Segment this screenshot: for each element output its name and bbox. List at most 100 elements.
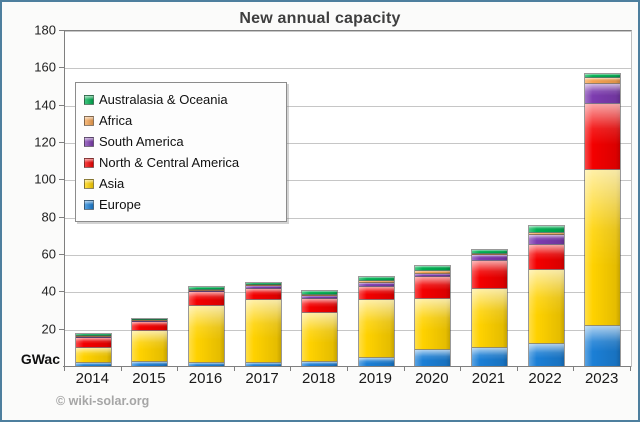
chart-title: New annual capacity (239, 10, 401, 27)
bar-2019-segment-north-central-america (358, 286, 394, 301)
x-tick-mark (64, 367, 65, 371)
y-axis-unit-label: GWac (20, 351, 60, 367)
bar-2017-segment-australasia-oceania (245, 282, 281, 285)
x-tick-mark (233, 367, 235, 371)
x-tick-mark (290, 367, 292, 371)
bar-2017-segment-europe (245, 362, 281, 367)
bar-2019 (357, 275, 395, 367)
bar-2016-segment-north-central-america (188, 291, 224, 306)
gridline-20 (65, 329, 631, 331)
gridline-140 (65, 105, 631, 107)
bar-2018-segment-australasia-oceania (302, 290, 338, 296)
bar-2021-segment-africa (471, 254, 507, 256)
y-tick-label-40: 40 (41, 283, 56, 299)
bar-2019-segment-australasia-oceania (358, 276, 394, 281)
legend-item-north-central-america: North & Central America (84, 152, 278, 173)
plot-area (64, 30, 632, 367)
bar-2016-segment-south-america (188, 290, 224, 292)
bar-2022-segment-africa (528, 233, 564, 236)
bar-slot-2019 (348, 31, 405, 367)
bar-2018-segment-asia (302, 312, 338, 362)
bar-2019-segment-asia (358, 300, 394, 359)
bar-slot-2021 (461, 31, 518, 367)
x-tick-label-2017: 2017 (245, 370, 279, 387)
legend-swatch-icon (84, 115, 94, 126)
gridline-180 (65, 31, 631, 32)
y-tick-mark (59, 179, 64, 181)
bar-2023-segment-south-america (585, 84, 621, 105)
bar-2017-segment-asia (245, 300, 281, 363)
legend-label: South America (99, 134, 184, 149)
bar-slot-2018 (291, 31, 348, 367)
y-tick-label-100: 100 (34, 171, 56, 187)
y-tick-mark (59, 328, 64, 330)
y-tick-mark (59, 291, 64, 293)
legend-swatch-icon (84, 94, 94, 105)
legend-box: Australasia & Oceania Africa South America… (75, 82, 287, 222)
bar-2018 (301, 289, 339, 367)
x-tick-label-2023: 2023 (584, 370, 619, 387)
bar-2018-segment-south-america (302, 296, 338, 299)
x-tick-mark (120, 367, 122, 371)
bar-slot-2022 (518, 31, 575, 367)
bar-2015-segment-north-central-america (132, 321, 168, 331)
x-tick-label-2014: 2014 (75, 370, 109, 387)
bar-2014-segment-africa (75, 335, 111, 337)
bar-2023-segment-europe (585, 326, 621, 367)
x-tick-mark (630, 367, 631, 371)
bar-2017-segment-africa (245, 284, 281, 286)
bar-2018-segment-africa (302, 295, 338, 297)
legend-swatch-icon (84, 178, 94, 189)
bar-slot-2014 (65, 31, 122, 367)
x-tick-label-2019: 2019 (358, 370, 392, 387)
bar-2014-segment-asia (75, 347, 111, 363)
x-axis-labels: 2014 2015 2016 2017 2018 2019 2020 2021 2022 2023 (64, 370, 630, 387)
bar-2018-segment-north-central-america (302, 298, 338, 313)
bar-2021-segment-europe (471, 347, 507, 367)
bar-2019-segment-africa (358, 280, 394, 283)
bar-2019-segment-south-america (358, 282, 394, 287)
bar-2021-segment-australasia-oceania (471, 249, 507, 255)
bar-slot-2016 (178, 31, 235, 367)
bar-2020-segment-africa (415, 271, 451, 274)
bar-2019-segment-europe (358, 358, 394, 367)
x-tick-mark (403, 367, 405, 371)
bar-2015-segment-europe (132, 361, 168, 367)
legend-swatch-icon (84, 136, 94, 147)
legend-swatch-icon (84, 199, 94, 210)
copyright-label: © wiki-solar.org (56, 394, 150, 408)
bar-2021-segment-north-central-america (471, 261, 507, 289)
bars-row (65, 31, 631, 367)
bar-2014-segment-australasia-oceania (75, 334, 111, 336)
bar-2015 (131, 317, 169, 367)
x-tick-label-2022: 2022 (528, 370, 562, 387)
legend-item-africa: Africa (84, 110, 278, 131)
bar-2020 (414, 265, 452, 367)
bar-2021-segment-south-america (471, 255, 507, 262)
bar-2017-segment-north-central-america (245, 288, 281, 300)
bar-2021 (470, 248, 508, 367)
bar-2021-segment-asia (471, 288, 507, 348)
bar-2023-segment-asia (585, 170, 621, 327)
x-tick-mark (573, 367, 575, 371)
x-tick-label-2018: 2018 (301, 370, 336, 387)
bar-2018-segment-europe (302, 361, 338, 367)
legend-label: Europe (99, 197, 141, 212)
bar-2016-segment-australasia-oceania (188, 287, 224, 290)
bar-2014-segment-south-america (75, 336, 111, 338)
bar-2022-segment-australasia-oceania (528, 225, 564, 234)
bar-2015-segment-africa (132, 319, 168, 321)
bar-2017 (244, 281, 282, 367)
legend-item-australasia-oceania: Australasia & Oceania (84, 89, 278, 110)
y-tick-label-80: 80 (41, 209, 56, 225)
bar-2023 (584, 72, 622, 367)
legend-item-south-america: South America (84, 131, 278, 152)
bar-2016-segment-europe (188, 362, 224, 367)
x-axis-line (63, 366, 631, 367)
bar-2017-segment-south-america (245, 285, 281, 289)
x-tick-mark (516, 367, 518, 371)
y-tick-mark (59, 67, 64, 69)
x-tick-label-2021: 2021 (471, 370, 506, 387)
gridline-120 (65, 143, 631, 144)
x-tick-mark (347, 367, 348, 371)
